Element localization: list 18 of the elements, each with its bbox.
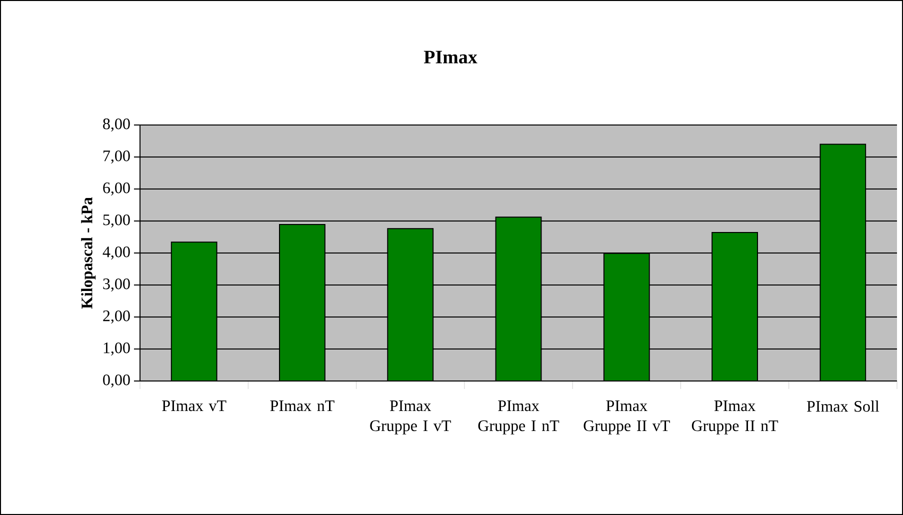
y-tick-label: 8,00 — [103, 118, 130, 132]
x-tick-label: PImax Gruppe II vT — [584, 400, 670, 434]
y-tick-label: 5,00 — [103, 214, 130, 228]
y-axis-title: Kilopascal - kPa — [81, 197, 96, 309]
y-tick-label: 7,00 — [104, 150, 130, 164]
y-tick-label: 4,00 — [102, 246, 130, 260]
chart-title: PImax — [424, 50, 478, 64]
y-tick-label: 6,00 — [103, 182, 130, 196]
x-tick-label: PImax Soll — [806, 400, 880, 412]
x-tick-label: PImax vT — [162, 400, 226, 412]
y-tick-label: 1,00 — [104, 342, 130, 356]
y-tick-label: 3,00 — [103, 278, 130, 292]
x-tick-label: PImax Gruppe I nT — [478, 400, 560, 434]
x-tick-label: PImax nT — [270, 400, 334, 412]
y-tick-label: 0,00 — [103, 374, 130, 388]
y-tick-label: 2,00 — [103, 310, 130, 324]
x-tick-label: PImax Gruppe I vT — [370, 400, 451, 434]
x-tick-label: PImax Gruppe II nT — [692, 400, 778, 434]
